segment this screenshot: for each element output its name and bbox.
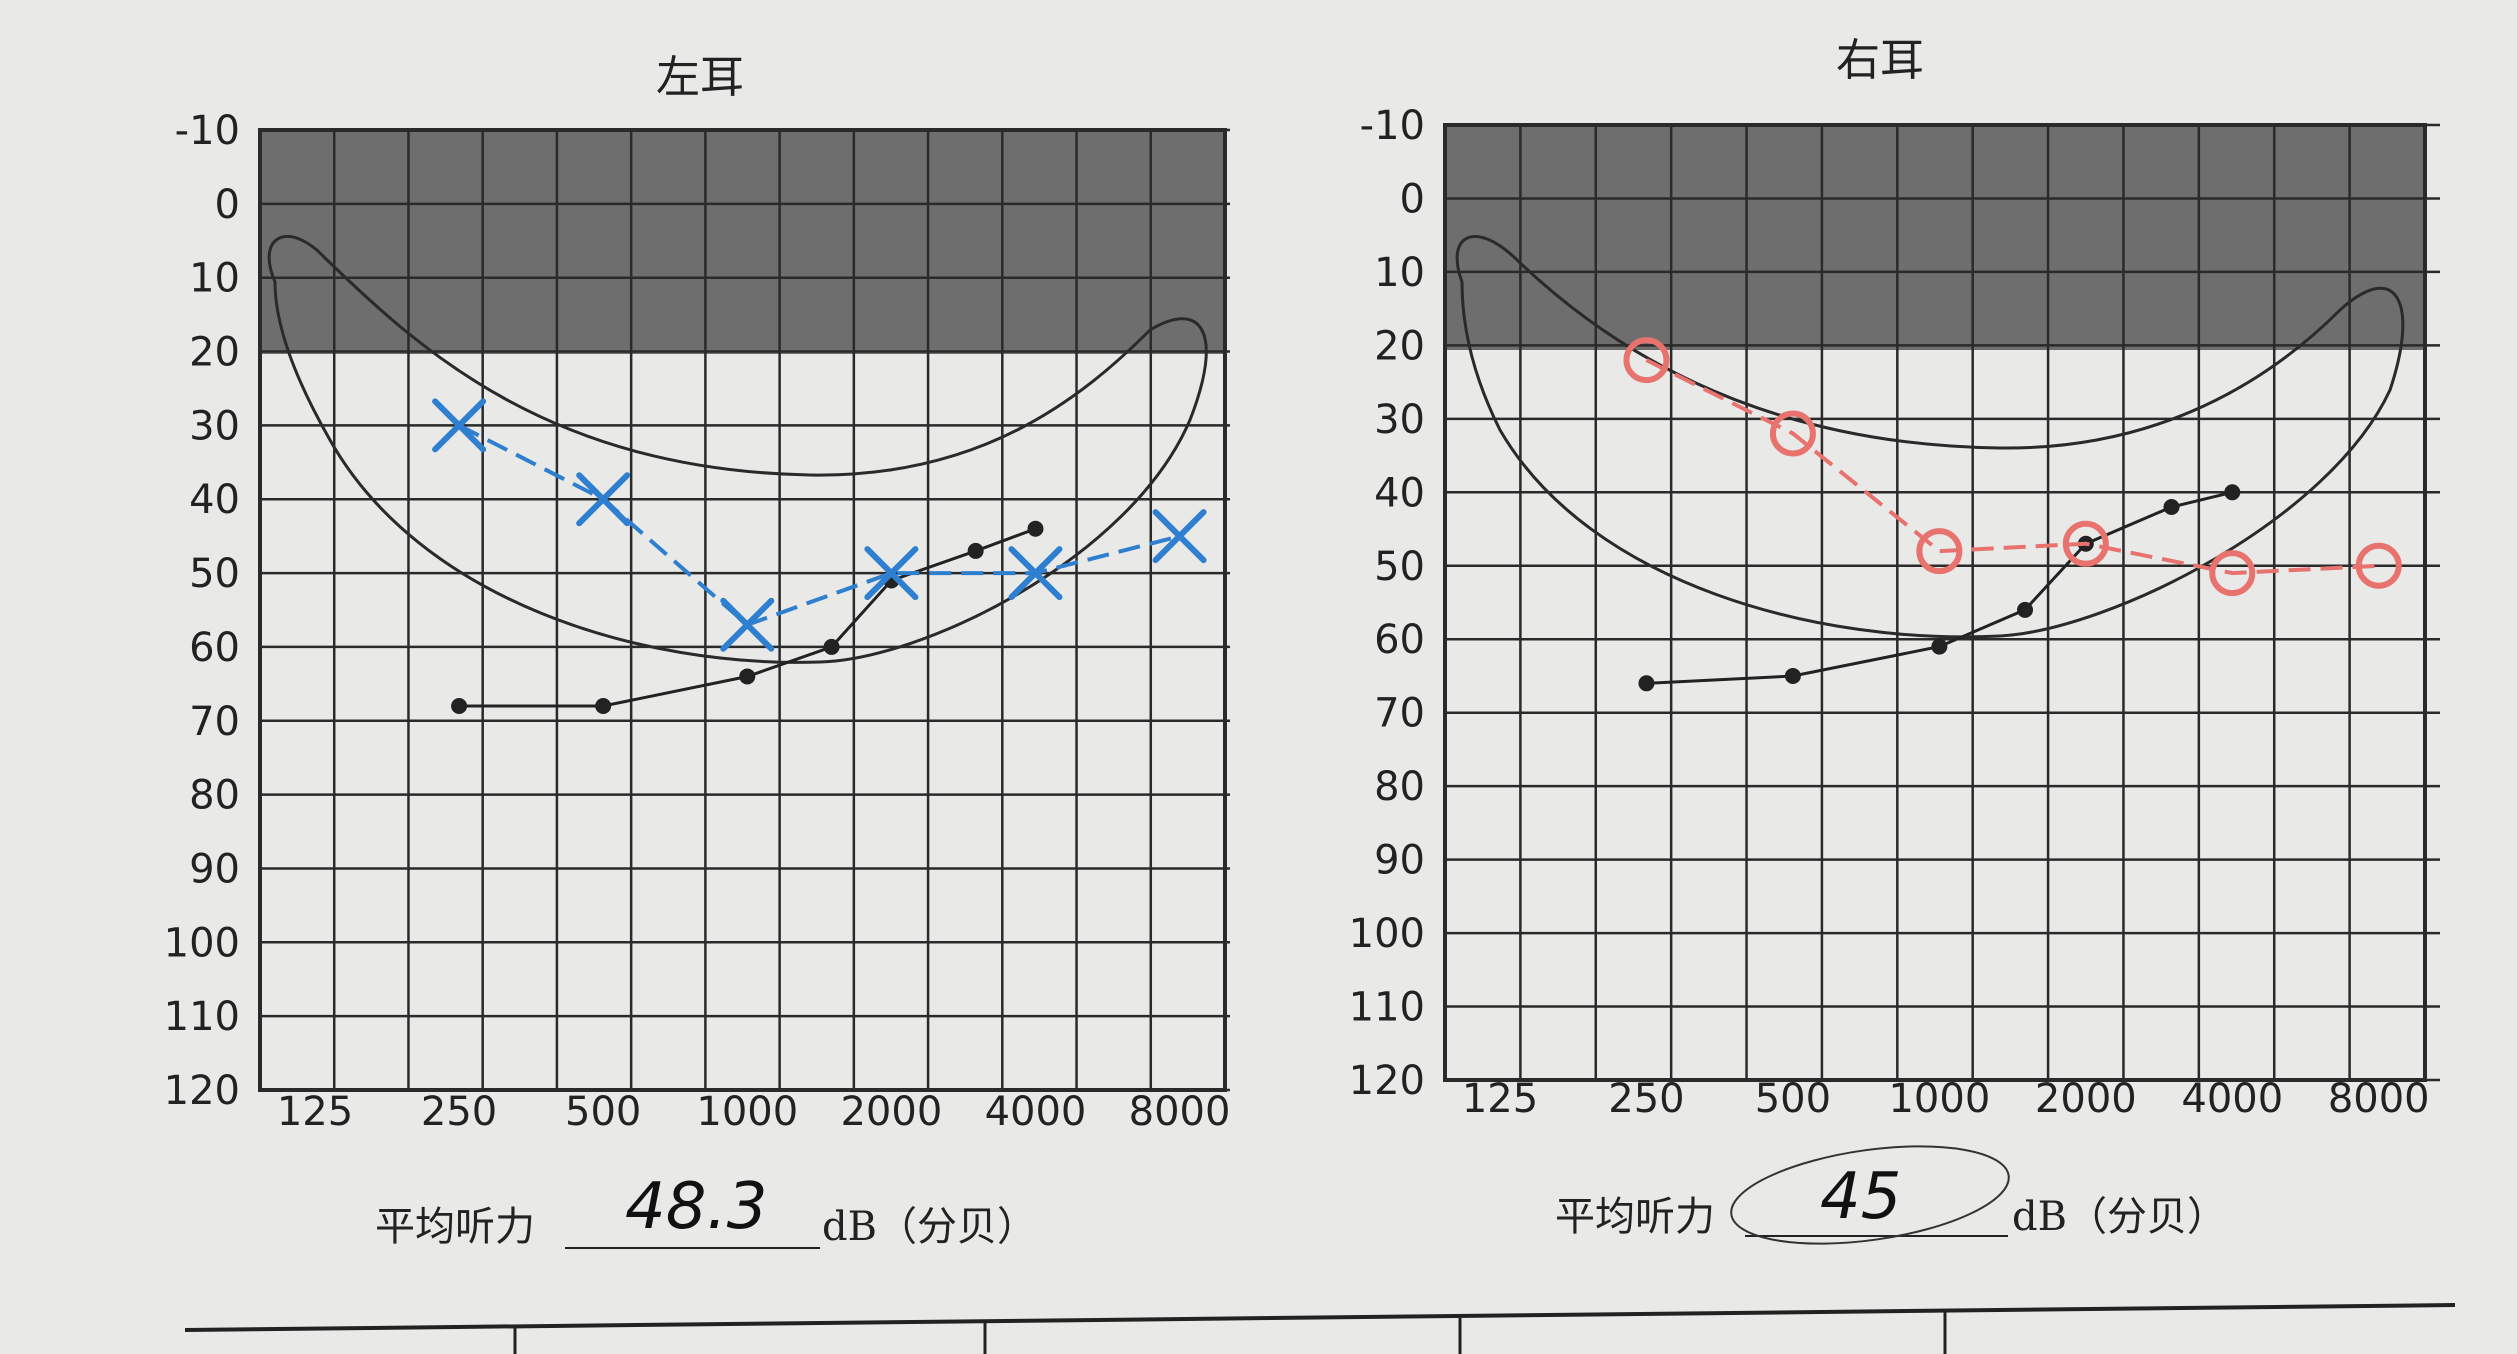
y-tick-label: 90: [1374, 838, 1425, 884]
data-point-dot: [2017, 601, 2034, 618]
data-point-dot: [1638, 675, 1655, 692]
x-tick-label: 4000: [985, 1089, 1087, 1135]
x-tick-label: 125: [1462, 1076, 1538, 1122]
data-point-dot: [1027, 520, 1044, 537]
y-tick-label: 100: [1349, 911, 1425, 957]
x-tick-label: 500: [1755, 1076, 1831, 1122]
data-point-o: [1623, 337, 1670, 384]
data-point-x: [864, 546, 919, 601]
data-point-dot: [2224, 484, 2241, 501]
y-tick-label: 80: [189, 773, 240, 819]
y-tick-label: 10: [189, 256, 240, 302]
plot-frame: [1443, 123, 2427, 1082]
x-tick-label: 8000: [1129, 1089, 1231, 1135]
bottom-form-table: [184, 1303, 2456, 1354]
y-tick-label: 20: [1374, 323, 1425, 369]
y-tick-label: 50: [1374, 544, 1425, 590]
left-chart-title: 左耳: [656, 52, 744, 103]
y-tick-label: 40: [189, 477, 240, 523]
y-tick-label: 120: [164, 1068, 240, 1114]
data-point-dot: [1784, 667, 1801, 684]
y-tick-label: 100: [164, 920, 240, 966]
y-tick-label: 90: [189, 846, 240, 892]
left-grid: [258, 128, 1230, 1092]
right-average-label: 平均听力: [1555, 1194, 1715, 1240]
y-tick-label: 70: [1374, 691, 1425, 737]
left-y-tick-labels: -10 0 10 20 30 40 50 60 70 80 90 100 110 120: [164, 108, 240, 1114]
table-top-border: [184, 1303, 2456, 1332]
right-average-circle: [1730, 1145, 2010, 1245]
left-speech-banana-curve: [267, 235, 1208, 664]
left-x-marker-series: [432, 398, 1207, 652]
data-point-dot: [1931, 638, 1948, 655]
x-tick-label: 250: [1608, 1076, 1684, 1122]
y-tick-label: 30: [1374, 397, 1425, 443]
right-speech-banana-curve: [1455, 235, 2405, 639]
x-tick-label: 1000: [696, 1089, 798, 1135]
x-tick-label: 4000: [2181, 1076, 2283, 1122]
data-point-dot: [2163, 499, 2180, 515]
data-point-dot: [451, 698, 468, 714]
right-shaded-band: [1445, 125, 2425, 350]
y-tick-label: 120: [1349, 1058, 1425, 1104]
right-dot-series: [1638, 484, 2241, 692]
left-average-unit: dB（分贝）: [822, 1204, 1037, 1250]
x-tick-label: 2000: [2035, 1076, 2137, 1122]
series-line: [1645, 358, 2379, 576]
x-tick-label: 1000: [1888, 1076, 1990, 1122]
data-point-dot: [739, 668, 756, 685]
right-ear-chart: 右耳 -10 0 10 20 30 40 50 60 70 80 90 100 110 120 125 25…: [1349, 35, 2440, 1245]
data-point-x: [576, 472, 631, 527]
plot-frame: [258, 128, 1227, 1092]
x-tick-label: 2000: [840, 1089, 942, 1135]
series-line: [458, 423, 1181, 628]
data-point-o: [2209, 550, 2256, 597]
data-point-x: [1008, 546, 1063, 601]
y-tick-label: 20: [189, 330, 240, 376]
x-tick-label: 500: [565, 1089, 641, 1135]
y-tick-label: -10: [1360, 103, 1425, 149]
y-tick-label: 50: [189, 551, 240, 597]
left-ear-chart: 左耳 -10 0 10 20 30 40 50 60 70 80 90 100 110 120 125 25…: [164, 52, 1231, 1250]
y-tick-label: 0: [1400, 176, 1425, 222]
right-y-tick-labels: -10 0 10 20 30 40 50 60 70 80 90 100 110 120: [1349, 103, 1425, 1104]
left-shaded-band: [260, 130, 1225, 354]
right-grid: [1443, 123, 2440, 1082]
right-x-tick-labels: 125 250 500 1000 2000 4000 8000: [1462, 1076, 2430, 1122]
data-point-o: [2062, 520, 2109, 567]
data-point-x: [432, 398, 487, 453]
data-point-dot: [967, 542, 984, 559]
data-point-o: [1916, 528, 1963, 575]
left-average-label: 平均听力: [375, 1204, 535, 1250]
y-tick-label: 0: [215, 182, 240, 228]
y-tick-label: -10: [175, 108, 240, 154]
data-point-dot: [595, 698, 612, 714]
x-tick-label: 250: [421, 1089, 497, 1135]
data-point-o: [1769, 410, 1816, 457]
data-point-x: [720, 597, 775, 652]
y-tick-label: 10: [1374, 250, 1425, 296]
y-tick-label: 110: [1349, 985, 1425, 1031]
data-point-x: [1152, 509, 1207, 564]
y-tick-label: 70: [189, 699, 240, 745]
x-tick-label: 8000: [2328, 1076, 2430, 1122]
left-x-tick-labels: 125 250 500 1000 2000 4000 8000: [277, 1089, 1231, 1135]
right-average-value: 45: [1820, 1160, 1901, 1234]
y-tick-label: 40: [1374, 470, 1425, 516]
y-tick-label: 30: [189, 403, 240, 449]
right-chart-title: 右耳: [1836, 35, 1924, 86]
y-tick-label: 80: [1374, 764, 1425, 810]
data-point-o: [2355, 542, 2402, 589]
y-tick-label: 60: [189, 625, 240, 671]
x-tick-label: 125: [277, 1089, 353, 1135]
left-average-value: 48.3: [625, 1170, 768, 1244]
right-o-marker-series: [1623, 337, 2402, 597]
data-point-dot: [823, 638, 840, 655]
y-tick-label: 60: [1374, 617, 1425, 663]
y-tick-label: 110: [164, 994, 240, 1040]
right-average-unit: dB（分贝）: [2012, 1194, 2227, 1240]
